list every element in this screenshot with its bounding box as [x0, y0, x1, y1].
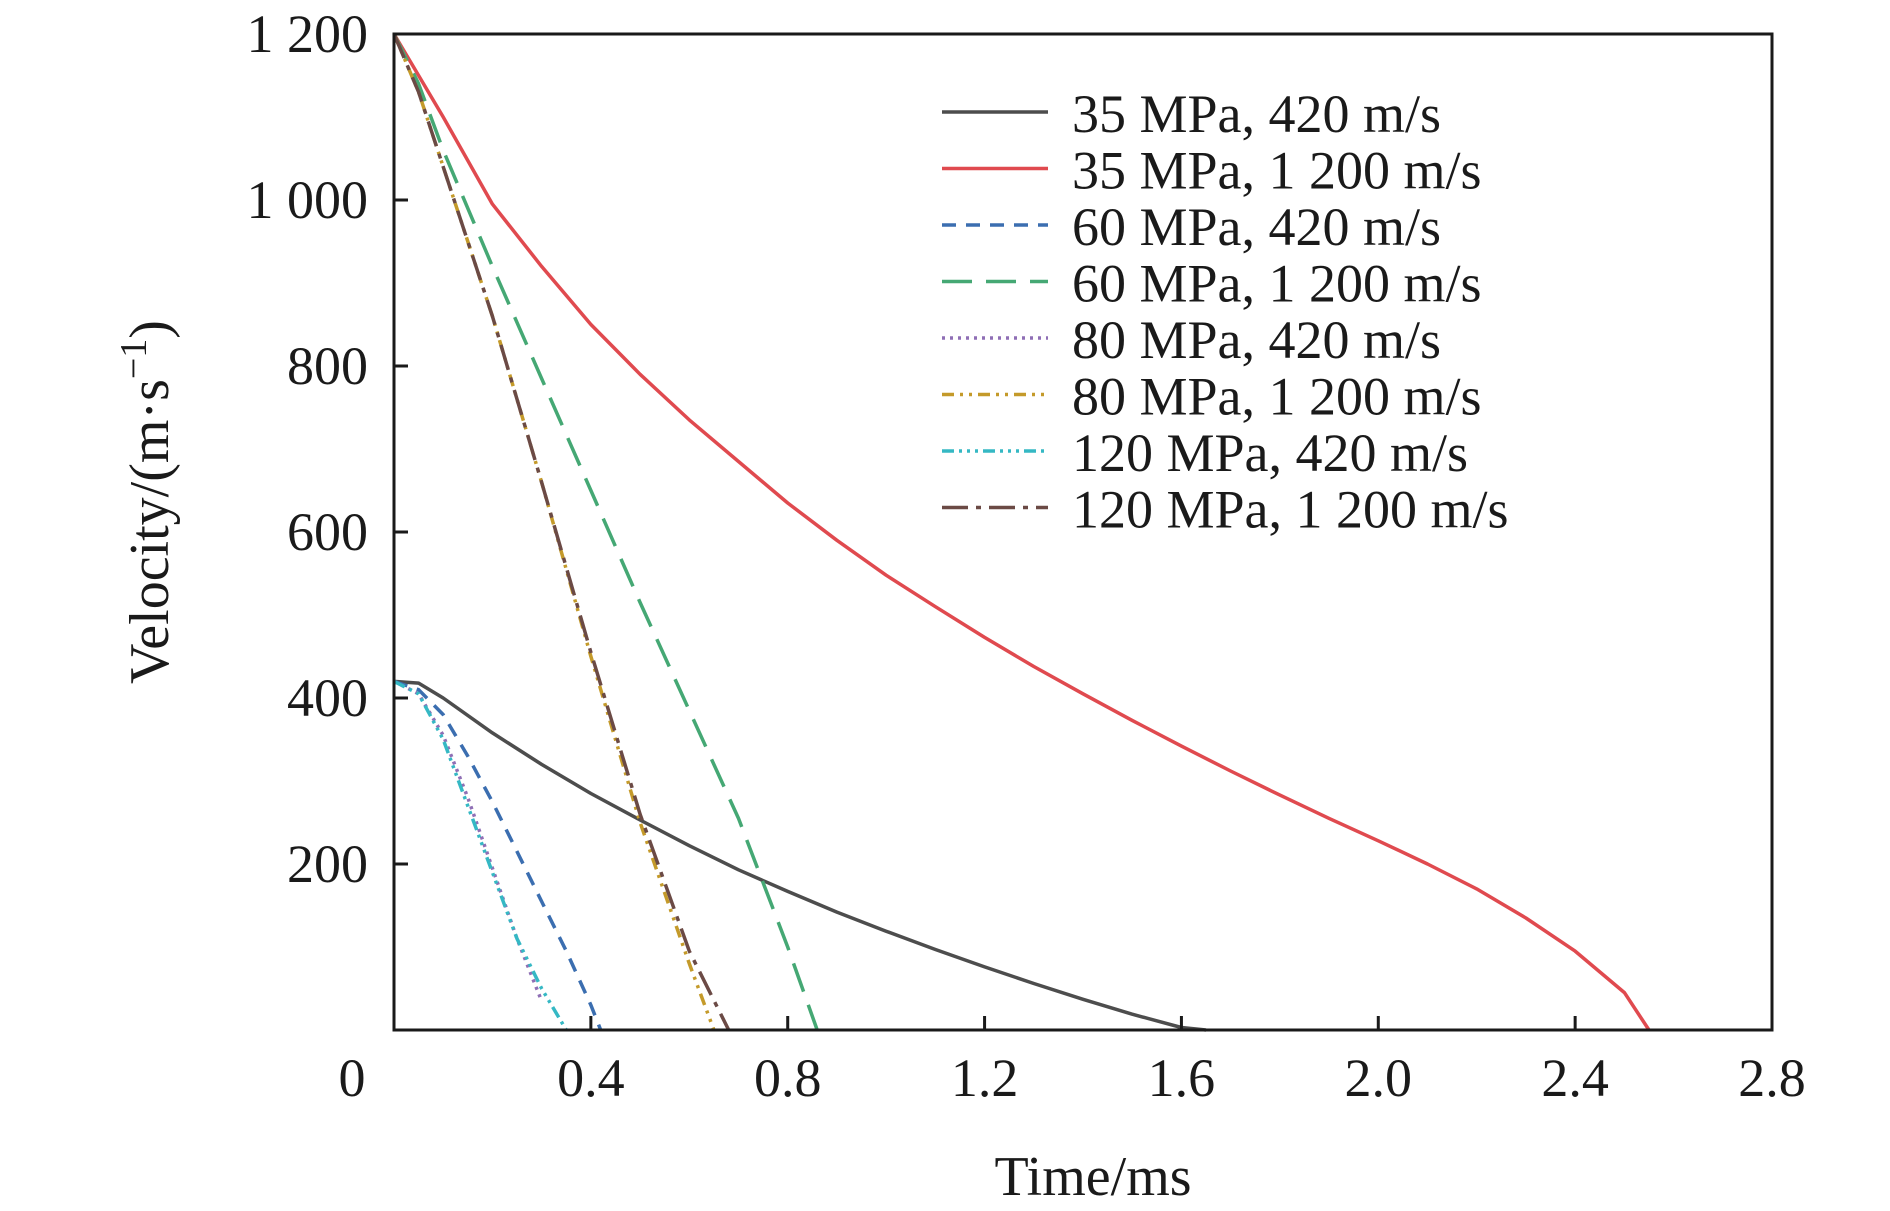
legend-label: 35 MPa, 420 m/s — [1072, 84, 1441, 144]
x-tick-label: 0.4 — [557, 1048, 625, 1108]
legend-label: 35 MPa, 1 200 m/s — [1072, 141, 1482, 201]
series-line-2 — [392, 33, 1651, 1031]
y-axis-title-close: ) — [119, 320, 181, 339]
y-axis-title-superscript: −1 — [113, 339, 155, 379]
legend: 35 MPa, 420 m/s35 MPa, 1 200 m/s60 MPa, … — [942, 84, 1509, 540]
y-axis-title: Velocity/(m·s−1) — [113, 320, 181, 684]
x-tick-label: 2.8 — [1738, 1048, 1806, 1108]
legend-label: 80 MPa, 1 200 m/s — [1072, 367, 1482, 427]
y-tick-label: 1 000 — [247, 170, 369, 230]
y-axis-title-main: Velocity/(m·s — [119, 379, 181, 684]
x-tick-label: 1.2 — [951, 1048, 1019, 1108]
y-tick-label: 800 — [287, 336, 368, 396]
y-tick-label: 600 — [287, 502, 368, 562]
x-tick-label: 2.0 — [1345, 1048, 1413, 1108]
x-tick-label: 2.4 — [1541, 1048, 1609, 1108]
series-line-8 — [392, 33, 731, 1031]
legend-label: 80 MPa, 420 m/s — [1072, 310, 1441, 370]
legend-label: 60 MPa, 1 200 m/s — [1072, 254, 1482, 314]
y-tick-label: 200 — [287, 834, 368, 894]
series-line-7 — [393, 679, 568, 1031]
x-tick-label: 0 — [339, 1048, 366, 1108]
legend-label: 60 MPa, 420 m/s — [1072, 197, 1441, 257]
legend-label: 120 MPa, 1 200 m/s — [1072, 480, 1509, 540]
x-axis-title: Time/ms — [994, 1146, 1191, 1208]
y-tick-label: 1 200 — [247, 4, 369, 64]
series-line-1 — [393, 679, 1207, 1032]
x-tick-label: 1.6 — [1148, 1048, 1216, 1108]
series-layer — [392, 33, 1651, 1032]
x-axis-ticks: 0 0.4 0.8 1.2 1.6 2.0 2.4 2.8 — [339, 1016, 1806, 1108]
y-tick-label: 400 — [287, 668, 368, 728]
legend-label: 120 MPa, 420 m/s — [1072, 423, 1468, 483]
y-axis-ticks: 200 400 600 800 1 000 1 200 — [247, 4, 408, 894]
x-tick-label: 0.8 — [754, 1048, 822, 1108]
series-line-4 — [392, 33, 819, 1031]
